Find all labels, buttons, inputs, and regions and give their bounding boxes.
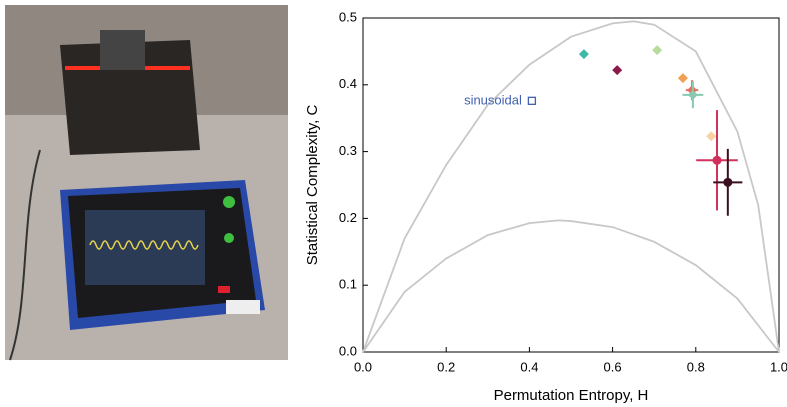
bound-curve	[362, 219, 780, 353]
x-tick-label: 0.8	[687, 359, 705, 374]
bound-curve	[362, 20, 780, 353]
x-tick-label: 0.0	[354, 359, 372, 374]
y-tick-label: 0.0	[339, 343, 357, 358]
x-tick-label: 0.4	[520, 359, 538, 374]
y-axis-label: Statistical Complexity, C	[304, 105, 321, 266]
point	[677, 73, 688, 84]
y-tick-label: 0.3	[339, 143, 357, 158]
point	[578, 49, 589, 60]
x-tick-label: 0.2	[437, 359, 455, 374]
point	[527, 96, 537, 105]
scope-button	[223, 196, 235, 208]
scope-button	[224, 233, 234, 243]
point	[687, 89, 698, 100]
point	[612, 65, 623, 76]
scope-button	[218, 286, 230, 293]
y-tick-label: 0.4	[339, 76, 357, 91]
x-tick-label: 0.6	[604, 359, 622, 374]
y-tick-label: 0.5	[339, 9, 357, 24]
scope-trace	[89, 240, 199, 250]
scope-label	[226, 300, 260, 314]
point	[723, 177, 733, 187]
point	[652, 45, 663, 56]
point	[712, 155, 722, 165]
point-label: sinusoidal	[464, 92, 522, 107]
cable	[9, 149, 41, 361]
y-tick-label: 0.1	[339, 277, 357, 292]
mount	[100, 30, 145, 70]
plot-frame	[362, 17, 780, 353]
x-tick-label: 1.0	[770, 359, 787, 374]
x-axis-label: Permutation Entropy, H	[494, 387, 649, 404]
photo	[5, 5, 288, 361]
point	[706, 131, 717, 142]
y-tick-label: 0.2	[339, 210, 357, 225]
